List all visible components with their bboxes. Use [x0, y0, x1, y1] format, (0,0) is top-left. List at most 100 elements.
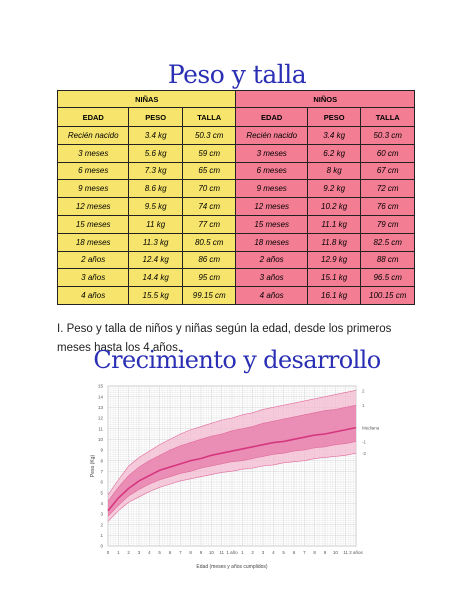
table-cell: 8.6 kg	[128, 179, 183, 199]
x-tick-label: 7	[179, 550, 182, 555]
table-cell: 3 años	[56, 268, 130, 288]
table-cell: 96.5 cm	[360, 268, 415, 288]
series-label: 1	[362, 403, 365, 408]
table-cell: 2 años	[56, 250, 130, 270]
table-cell: 11.1 kg	[306, 214, 362, 234]
girls-header: NIÑAS	[56, 90, 237, 108]
series-label: Mediana	[362, 426, 380, 431]
x-tick-label: 2	[251, 550, 254, 555]
x-tick-label: 8	[189, 550, 192, 555]
y-tick-label: 3	[100, 512, 103, 517]
band-inner	[108, 405, 356, 517]
series-line-4	[107, 452, 357, 522]
y-tick-label: 10	[98, 437, 104, 442]
table-cell: 18 meses	[56, 232, 130, 252]
table-cell: 50.3 cm	[360, 126, 415, 145]
table-cell: 11 kg	[128, 214, 183, 234]
table-cell: 12 meses	[235, 197, 308, 216]
y-tick-label: 2	[100, 522, 103, 527]
table-row: 2 años 12.4 kg 86 cm 2 años 12.9 kg 88 cm	[56, 250, 415, 270]
table-cell: 12 meses	[56, 197, 130, 216]
table-row: 4 años 15.5 kg 99.15 cm 4 años 16.1 kg 100.15…	[56, 286, 415, 305]
y-tick-label: 7	[100, 469, 103, 474]
x-tick-label: 9	[324, 550, 327, 555]
column-header: TALLA	[181, 107, 237, 127]
table-row: 3 años 14.4 kg 95 cm 3 años 15.1 kg 96.5 cm	[56, 268, 415, 288]
x-tick-label: 0	[107, 550, 110, 555]
table-row: 6 meses 7.3 kg 65 cm 6 meses 8 kg 67 cm	[56, 161, 415, 181]
table-row: 12 meses 9.5 kg 74 cm 12 meses 10.2 kg 76 cm	[56, 197, 415, 216]
table-row: 9 meses 8.6 kg 70 cm 9 meses 9.2 kg 72 cm	[56, 179, 415, 199]
x-tick-label: 3	[138, 550, 141, 555]
table-row: 3 meses 5.6 kg 59 cm 3 meses 6.2 kg 60 cm	[56, 143, 415, 163]
series-line-0	[107, 389, 357, 495]
x-tick-label: 10	[209, 550, 215, 555]
table-cell: 3.4 kg	[306, 126, 362, 145]
table-cell: 3 años	[235, 268, 308, 288]
y-tick-label: 13	[98, 405, 104, 410]
table-cell: 4 años	[56, 286, 130, 305]
table-cell: 5.6 kg	[128, 143, 183, 163]
x-tick-label: 1	[117, 550, 120, 555]
table-cell: 65 cm	[181, 161, 237, 181]
column-header: TALLA	[360, 107, 415, 127]
table-row: Recién nacido 3.4 kg 50.3 cm Recién nacido 3…	[56, 126, 415, 145]
table-caption: I. Peso y talla de niños y niñas según l…	[57, 322, 392, 354]
table-row: 18 meses 11.3 kg 80.5 cm 18 meses 11.8 kg 82.…	[56, 232, 415, 252]
x-tick-label: 1 año	[226, 550, 238, 555]
table-cell: 15.5 kg	[128, 286, 183, 305]
y-tick-label: 1	[100, 533, 103, 538]
table-cell: 14.4 kg	[128, 268, 183, 288]
table-cell: 15 meses	[56, 214, 130, 234]
series-label: 2	[362, 388, 365, 393]
x-tick-label: 2 años	[349, 550, 363, 555]
table-cell: 9 meses	[56, 179, 130, 199]
table-cell: 10.2 kg	[306, 197, 362, 216]
table-cell: 95 cm	[181, 268, 237, 288]
table-cell: 72 cm	[360, 179, 415, 199]
table-cell: 12.9 kg	[306, 250, 362, 270]
boys-header: NIÑOS	[235, 90, 415, 108]
table-cell: 11.8 kg	[306, 232, 362, 252]
table-cell: 16.1 kg	[306, 286, 362, 305]
table-cell: 9 meses	[235, 179, 308, 199]
column-header: EDAD	[56, 107, 130, 127]
table-cell: 82.5 cm	[360, 232, 415, 252]
y-tick-label: 5	[100, 490, 103, 495]
table-cell: 76 cm	[360, 197, 415, 216]
section-title: Crecimiento y desarrollo	[93, 346, 381, 374]
column-header: EDAD	[235, 107, 308, 127]
y-tick-label: 6	[100, 480, 103, 485]
y-tick-label: 9	[100, 448, 103, 453]
table-cell: 88 cm	[360, 250, 415, 270]
table-cell: 70 cm	[181, 179, 237, 199]
table-cell: 6 meses	[56, 161, 130, 181]
table-cell: 12.4 kg	[128, 250, 183, 270]
table-cell: Recién nacido	[56, 126, 130, 145]
table-cell: 74 cm	[181, 197, 237, 216]
x-tick-label: 4	[148, 550, 151, 555]
table-cell: 11.3 kg	[128, 232, 183, 252]
table-cell: 80.5 cm	[181, 232, 237, 252]
x-tick-label: 11	[219, 550, 224, 555]
table-cell: 6 meses	[235, 161, 308, 181]
y-tick-label: 8	[100, 458, 103, 463]
column-header: PESO	[306, 107, 362, 127]
table-cell: 50.3 cm	[181, 126, 237, 145]
table-cell: 77 cm	[181, 214, 237, 234]
table-cell: 86 cm	[181, 250, 237, 270]
table-cell: 3 meses	[56, 143, 130, 163]
x-tick-label: 10	[333, 550, 339, 555]
x-tick-label: 3	[262, 550, 265, 555]
x-axis-label: Edad (meses y años cumplidos)	[196, 564, 267, 570]
table-row: 15 meses 11 kg 77 cm 15 meses 11.1 kg 79 cm	[56, 214, 415, 234]
y-tick-label: 15	[98, 384, 104, 389]
table-cell: 2 años	[235, 250, 308, 270]
series-label: -2	[362, 451, 366, 456]
series-line-1	[107, 404, 357, 502]
weight-height-table: NIÑAS NIÑOS EDAD PESO TALLA EDAD PESO TA…	[56, 90, 415, 305]
x-tick-label: 6	[293, 550, 296, 555]
series-line-3	[107, 441, 357, 517]
table-cell: 8 kg	[306, 161, 362, 181]
x-tick-label: 9	[200, 550, 203, 555]
